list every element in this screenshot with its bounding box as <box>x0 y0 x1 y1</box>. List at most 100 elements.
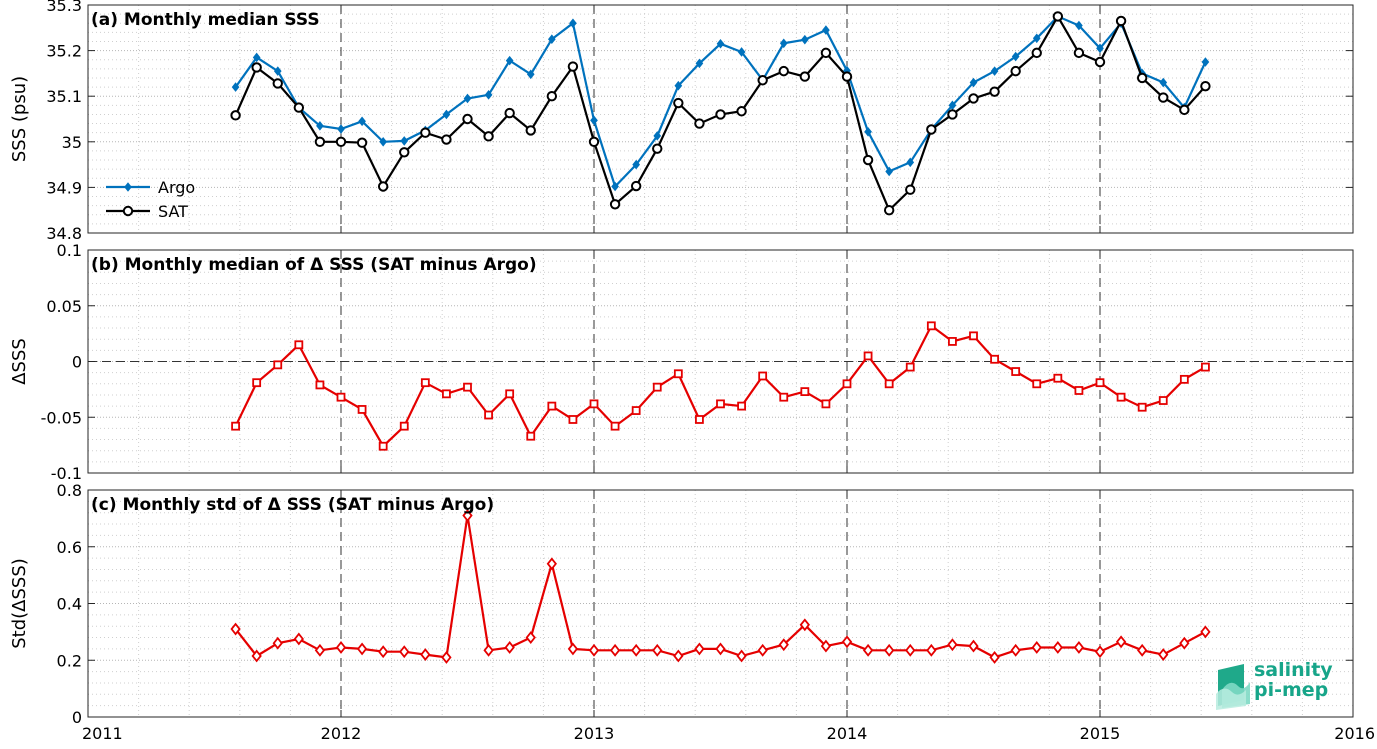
data-point <box>1115 635 1127 649</box>
data-point <box>336 392 346 402</box>
data-point <box>990 354 999 364</box>
data-point <box>1136 72 1148 84</box>
y-tick-label: 34.9 <box>46 178 82 197</box>
data-point <box>314 643 326 657</box>
data-point <box>736 106 747 117</box>
series-sat <box>230 11 1211 216</box>
data-point <box>820 639 832 653</box>
data-point <box>273 360 283 370</box>
data-point <box>611 181 619 192</box>
data-point <box>1179 374 1189 384</box>
y-tick-label: -0.1 <box>51 464 82 483</box>
data-point <box>399 147 410 158</box>
data-point <box>841 71 853 82</box>
data-point <box>335 136 347 148</box>
data-point <box>1010 643 1021 657</box>
x-tick-label: 2012 <box>321 724 362 743</box>
data-point <box>546 557 557 571</box>
data-point <box>525 631 536 644</box>
data-point <box>379 136 388 147</box>
data-point <box>567 61 579 72</box>
data-point <box>652 382 662 392</box>
data-point <box>1137 402 1147 412</box>
data-point <box>588 136 600 148</box>
data-point <box>441 134 452 145</box>
data-point <box>1094 645 1106 659</box>
grid <box>88 489 1353 718</box>
data-point <box>1201 362 1210 372</box>
data-point <box>862 643 874 657</box>
data-point <box>1010 65 1021 77</box>
data-point <box>694 642 705 656</box>
data-point <box>673 369 683 379</box>
data-point <box>842 379 852 389</box>
data-point <box>251 62 262 73</box>
data-point <box>799 618 810 632</box>
legend-marker <box>122 205 134 217</box>
data-point <box>926 643 937 657</box>
data-point <box>420 648 431 662</box>
data-point <box>841 635 853 649</box>
data-point <box>547 401 557 411</box>
data-point <box>968 639 979 653</box>
y-tick-label: 0.05 <box>46 297 82 316</box>
data-point <box>905 184 916 195</box>
panel-title: (b) Monthly median of Δ SSS (SAT minus A… <box>91 255 537 275</box>
data-point <box>504 641 515 654</box>
data-point <box>779 38 788 49</box>
data-point <box>716 38 725 49</box>
data-point <box>1095 378 1105 388</box>
data-point <box>1011 51 1020 62</box>
series-line <box>234 515 1206 659</box>
data-point <box>420 127 431 138</box>
panel-title: (a) Monthly median SSS <box>91 10 320 30</box>
data-point <box>1032 33 1041 44</box>
data-point <box>547 34 556 45</box>
data-point <box>1159 77 1168 88</box>
data-point <box>314 136 326 148</box>
data-point <box>1115 15 1127 27</box>
y-tick-label: 35.3 <box>46 0 82 15</box>
data-point <box>673 649 684 663</box>
series-delta <box>230 509 1211 664</box>
data-point <box>568 415 578 424</box>
data-point <box>737 47 746 57</box>
data-point <box>674 80 683 91</box>
data-point <box>400 136 409 146</box>
panel-c: 0 0.2 0.4 0.6 0.8 2011 2012 2013 2014 2015 2016 Std… <box>9 481 1375 743</box>
data-point <box>884 643 895 657</box>
data-point <box>399 645 410 659</box>
series-delta <box>231 321 1210 451</box>
data-point <box>1075 20 1083 31</box>
y-tick-label: 35.2 <box>46 42 82 61</box>
axes-frame <box>87 4 1354 234</box>
data-point <box>799 71 811 82</box>
data-point <box>778 65 789 77</box>
logo-text-salinity: salinity <box>1254 659 1333 681</box>
data-point <box>1052 11 1064 22</box>
data-point <box>800 34 809 45</box>
data-point <box>420 378 430 388</box>
data-point <box>357 405 367 414</box>
data-point <box>1074 386 1084 395</box>
data-point <box>505 389 515 399</box>
data-point <box>293 102 305 113</box>
data-point <box>968 93 979 104</box>
data-point <box>610 421 620 431</box>
data-point <box>695 58 704 69</box>
data-point <box>442 109 451 120</box>
data-point <box>231 82 240 92</box>
series-argo <box>231 11 1210 192</box>
legend: Argo SAT <box>106 178 195 221</box>
data-point <box>589 399 599 409</box>
data-point <box>378 441 388 451</box>
data-point <box>884 379 894 389</box>
data-point <box>231 421 240 431</box>
data-point <box>230 110 241 121</box>
data-point <box>462 509 473 522</box>
data-point <box>526 69 535 80</box>
data-point <box>1158 92 1169 103</box>
data-point <box>632 159 641 170</box>
data-point <box>1031 641 1042 654</box>
data-point <box>885 166 894 177</box>
